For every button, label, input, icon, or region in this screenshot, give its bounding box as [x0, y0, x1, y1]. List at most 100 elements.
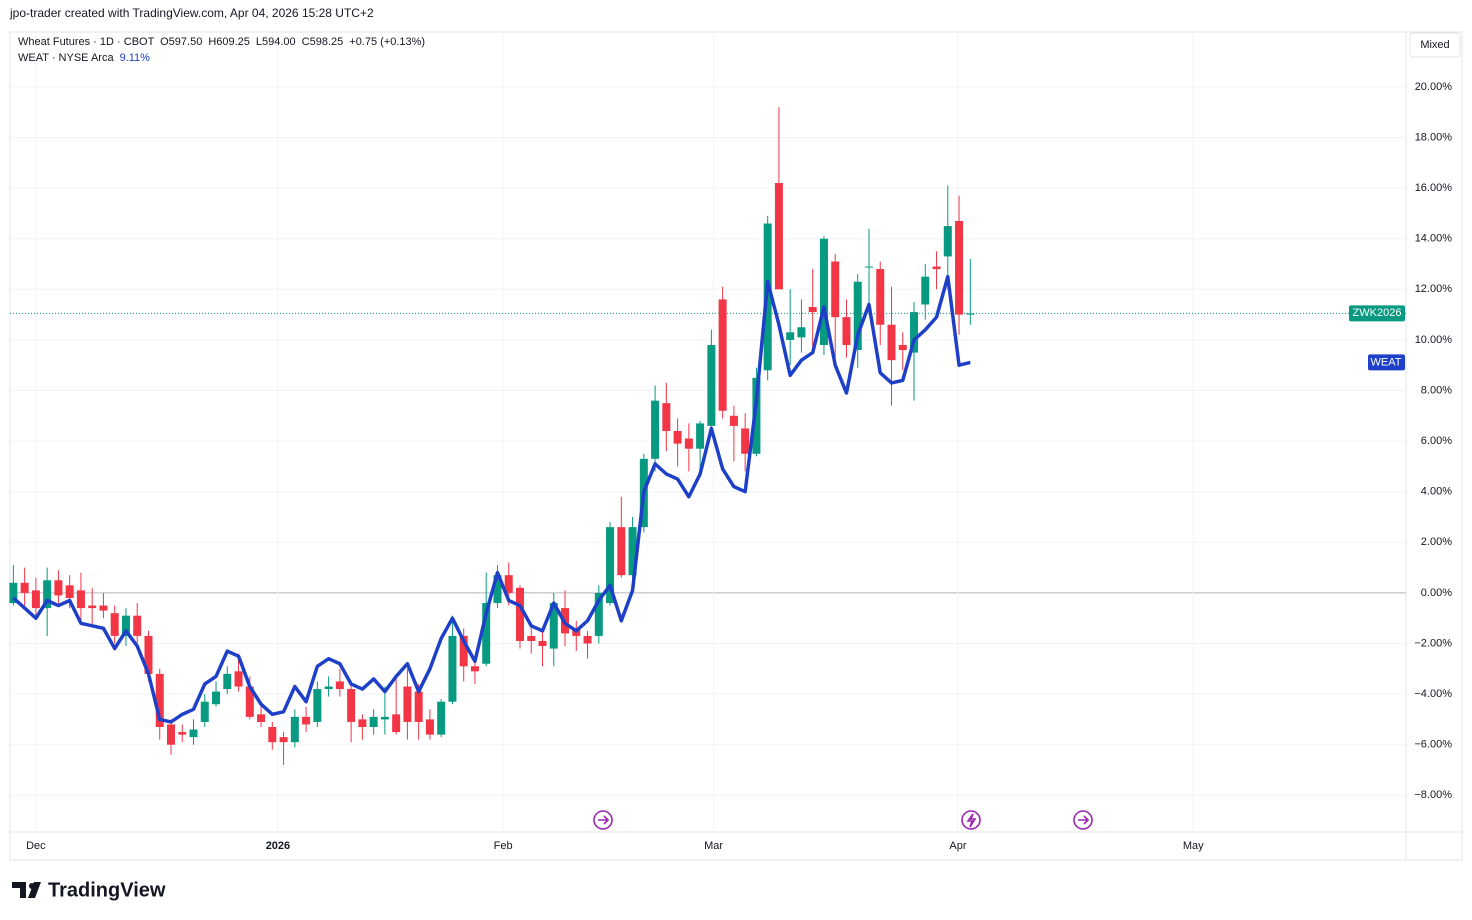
event-icon-arrow — [1078, 815, 1090, 825]
candle-body — [482, 603, 491, 664]
candle-body — [853, 281, 862, 351]
candle-body — [797, 327, 806, 338]
candle-body — [493, 575, 502, 604]
candle-body — [20, 582, 29, 593]
y-tick-label: −2.00% — [1414, 637, 1452, 649]
x-tick-label: Dec — [26, 840, 46, 852]
candle-body — [662, 403, 671, 431]
event-icon[interactable] — [593, 810, 613, 830]
legend-close: C598.25 — [302, 36, 344, 48]
y-tick-label: 20.00% — [1415, 81, 1453, 93]
candle-body — [392, 714, 401, 733]
event-icon-arrow — [598, 815, 610, 825]
candle-body — [752, 377, 761, 454]
scale-mode-button[interactable] — [1409, 32, 1461, 58]
candle-body — [324, 686, 333, 690]
y-tick-label: 16.00% — [1415, 182, 1453, 194]
event-icon[interactable] — [961, 810, 981, 830]
candle-body — [774, 183, 783, 290]
legend-open: O597.50 — [160, 36, 202, 48]
brand-logo: TradingView — [12, 879, 166, 901]
candle-body — [876, 269, 885, 325]
candle-body — [121, 615, 130, 636]
candle-body — [932, 266, 941, 270]
x-tick-label: May — [1183, 840, 1204, 852]
candle-body — [684, 438, 693, 449]
candle-body — [515, 587, 524, 641]
candle-body — [88, 605, 97, 609]
y-tick-label: −4.00% — [1414, 688, 1452, 700]
y-tick-label: 12.00% — [1415, 283, 1453, 295]
y-tick-label: 8.00% — [1421, 384, 1452, 396]
candle-body — [538, 640, 547, 647]
candle-body — [527, 635, 536, 641]
y-tick-label: 14.00% — [1415, 233, 1453, 245]
legend-symbol-name: Wheat Futures · 1D · CBOT — [18, 36, 155, 48]
candle-body — [606, 527, 615, 604]
candle-body — [178, 732, 187, 735]
candle-body — [696, 423, 705, 449]
candle-body — [290, 716, 299, 743]
candle-body — [65, 585, 74, 598]
candle-body — [110, 613, 119, 636]
line-series — [12, 274, 971, 724]
candle-body — [729, 415, 738, 426]
candle-body — [459, 635, 468, 667]
candle-body — [245, 686, 254, 717]
candle-body — [673, 430, 682, 444]
candle-body — [358, 719, 367, 728]
candle-body — [302, 716, 311, 725]
candle-body — [831, 261, 840, 318]
candle-body — [617, 527, 626, 576]
candle-body — [166, 724, 175, 745]
attribution: jpo-trader created with TradingView.com,… — [9, 6, 374, 20]
legend-line-value: 9.11% — [120, 52, 151, 64]
price-tag-label: ZWK2026 — [1353, 307, 1402, 319]
brand-icon — [12, 882, 41, 898]
candle-body — [347, 689, 356, 722]
y-tick-label: 2.00% — [1421, 536, 1452, 548]
y-tick-label: 6.00% — [1421, 435, 1452, 447]
candle-body — [448, 635, 457, 702]
legend-symbol: Wheat Futures · 1D · CBOT O597.50 H609.25 L… — [18, 36, 425, 48]
x-tick-label: Apr — [949, 840, 966, 852]
legend-high: H609.25 — [208, 36, 250, 48]
candle-body — [76, 590, 85, 609]
y-tick-label: −6.00% — [1414, 739, 1452, 751]
x-tick-label: 2026 — [266, 840, 290, 852]
candle-body — [504, 575, 513, 593]
line-tag — [1368, 354, 1405, 371]
chart-frame — [9, 31, 1463, 861]
event-icons — [593, 810, 1093, 830]
candle-body — [425, 719, 434, 735]
candle-body — [223, 673, 232, 690]
candle-body — [414, 691, 423, 722]
candle-body — [268, 727, 277, 743]
y-tick-label: 0.00% — [1421, 587, 1452, 599]
y-tick-label: −8.00% — [1414, 789, 1452, 801]
candle-body — [549, 603, 558, 649]
candle-body — [155, 673, 164, 728]
candle-body — [921, 276, 930, 305]
brand-name: TradingView — [48, 879, 166, 901]
x-tick-label: Feb — [494, 840, 513, 852]
candle-body — [189, 729, 198, 738]
x-tick-label: Mar — [704, 840, 723, 852]
candle-body — [470, 666, 479, 672]
candle-body — [54, 580, 63, 596]
candle-body — [212, 691, 221, 705]
candle-body — [842, 317, 851, 345]
candle-body — [943, 226, 952, 257]
event-icon[interactable] — [1073, 810, 1093, 830]
candle-body — [9, 582, 18, 604]
candle-body — [887, 324, 896, 361]
candle-body — [257, 714, 266, 722]
candle-body — [31, 590, 40, 609]
candle-body — [910, 312, 919, 353]
candle-body — [955, 220, 964, 315]
candle-body — [707, 344, 716, 426]
candle-body — [583, 635, 592, 644]
candle-body — [808, 307, 817, 313]
price-tag — [1349, 305, 1405, 322]
